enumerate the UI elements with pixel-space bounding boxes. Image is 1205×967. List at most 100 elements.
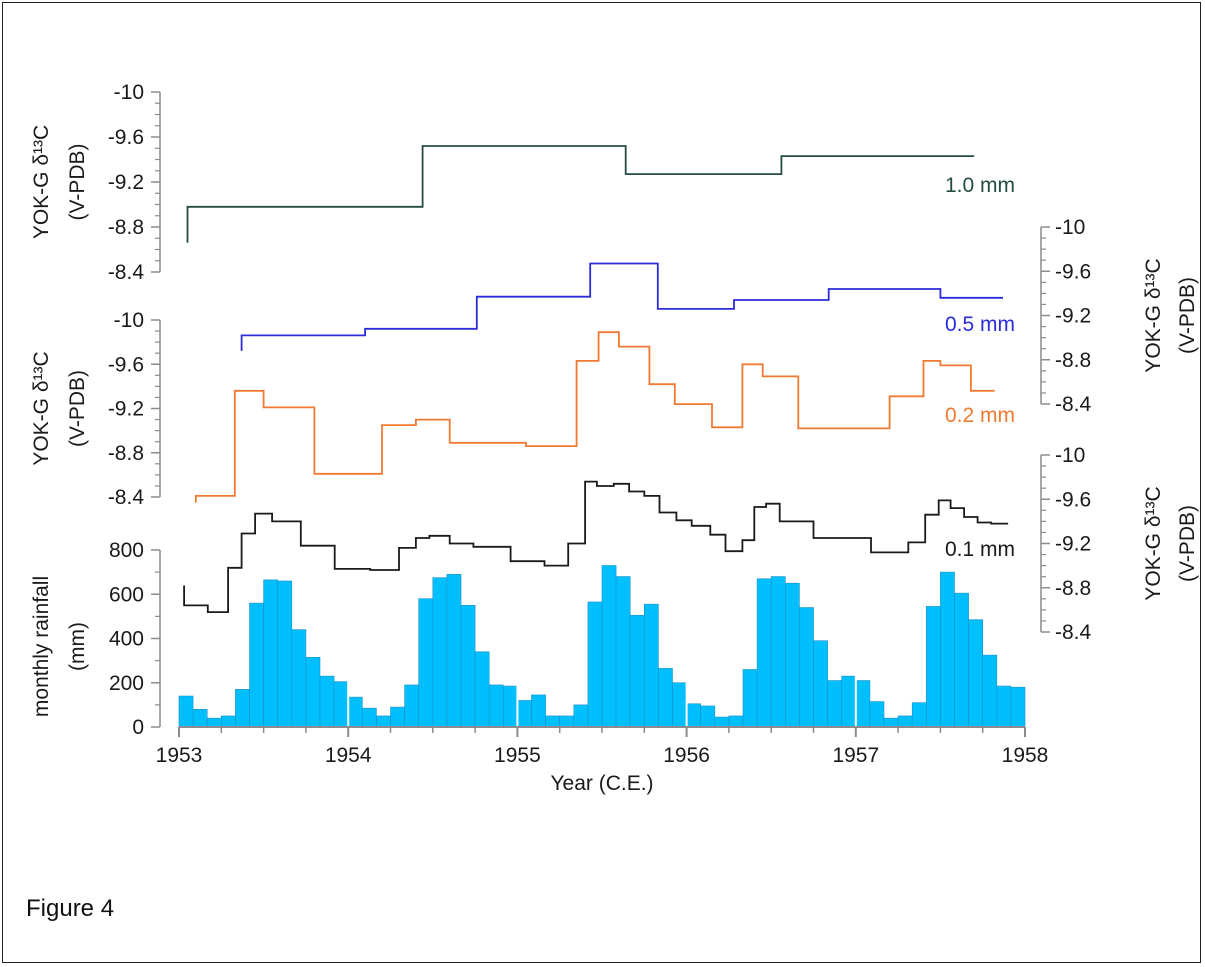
rainfall-bar [573, 704, 589, 728]
rainfall-bar [728, 715, 744, 728]
figure-caption: Figure 4 [26, 895, 115, 922]
series-label: 0.2 mm [945, 404, 1015, 427]
rainfall-bar [996, 685, 1012, 728]
d13c-tick-label: -10 [114, 81, 144, 104]
rainfall-bar [672, 682, 687, 728]
d13c-tick-label: -9.6 [108, 126, 144, 149]
rainfall-bar [883, 717, 899, 728]
series-line-0-5-mm [240, 262, 1003, 351]
rainfall-axis-title: monthly rainfall [30, 576, 53, 717]
rainfall-bar [940, 571, 955, 728]
x-tick-label: 1953 [156, 744, 203, 767]
rainfall-bar [305, 657, 321, 728]
rainfall-bar [474, 651, 490, 728]
series-label: 1.0 mm [945, 174, 1015, 197]
series-line-1-0-mm [186, 145, 975, 243]
d13c-tick-label: -9.2 [1055, 305, 1091, 328]
x-tick-label: 1955 [494, 744, 541, 767]
rainfall-bar [629, 614, 645, 728]
rainfall-bar [813, 640, 828, 728]
rainfall-bar [911, 702, 927, 728]
rainfall-bar [376, 715, 391, 728]
rainfall-tick-label: 800 [109, 539, 144, 562]
rainfall-bar [559, 715, 575, 728]
rainfall-bar [263, 579, 279, 728]
rainfall-bar [756, 578, 772, 728]
rainfall-bar [319, 675, 335, 728]
rainfall-bar [390, 706, 405, 728]
rainfall-bar [686, 703, 701, 728]
rainfall-tick-label: 400 [109, 628, 144, 651]
d13c-tick-label: -9.2 [108, 398, 144, 421]
d13c-axis-title: YOK-G δ¹³C [1142, 258, 1165, 372]
d13c-tick-label: -9.2 [108, 171, 144, 194]
rainfall-bar [968, 619, 983, 728]
d13c-tick-label: -9.6 [1055, 488, 1091, 511]
rainfall-bar [488, 684, 504, 728]
d13c-axis-title: YOK-G δ¹³C [30, 351, 53, 465]
d13c-tick-label: -8.4 [1055, 393, 1092, 416]
d13c-tick-label: -8.4 [1055, 621, 1092, 644]
x-tick-label: 1954 [325, 744, 372, 767]
rainfall-bar [615, 576, 631, 728]
rainfall-bar [206, 717, 222, 728]
rainfall-bar [897, 715, 913, 728]
rainfall-bar [742, 669, 758, 728]
d13c-axis-unit: (V-PDB) [1176, 277, 1199, 354]
rainfall-bar [221, 715, 236, 728]
rainfall-bar [178, 695, 194, 728]
rainfall-bar [192, 708, 208, 728]
d13c-axis-title: YOK-G δ¹³C [1142, 486, 1165, 600]
series-label: 0.1 mm [945, 538, 1015, 561]
rainfall-bar [277, 580, 293, 728]
rainfall-bar [235, 689, 250, 728]
d13c-tick-label: -8.8 [108, 216, 144, 239]
rainfall-bar [333, 681, 349, 728]
rainfall-bar [418, 598, 434, 728]
series-label: 0.5 mm [945, 313, 1015, 336]
rainfall-bar [291, 629, 307, 728]
rainfall-bar [855, 680, 871, 728]
rainfall-bar [869, 701, 885, 728]
rainfall-bar [460, 605, 476, 728]
d13c-tick-label: -9.6 [108, 353, 144, 376]
x-tick-label: 1957 [832, 744, 879, 767]
rainfall-bar [954, 592, 969, 728]
d13c-axis-unit: (V-PDB) [66, 370, 89, 447]
rainfall-bar [249, 602, 264, 728]
d13c-tick-label: -10 [1055, 216, 1085, 239]
rainfall-bar [643, 603, 659, 728]
d13c-tick-label: -10 [114, 309, 144, 332]
rainfall-bar [784, 582, 800, 728]
d13c-tick-label: -10 [1055, 444, 1085, 467]
rainfall-bar [361, 707, 377, 728]
rainfall-bar [714, 716, 730, 728]
d13c-tick-label: -8.8 [1055, 349, 1091, 372]
x-axis-title: Year (C.E.) [550, 772, 653, 795]
d13c-axis-unit: (V-PDB) [1176, 505, 1199, 582]
rainfall-bar [982, 654, 998, 728]
rainfall-bar [770, 576, 786, 728]
rainfall-bar [827, 680, 842, 728]
x-tick-label: 1958 [1002, 744, 1049, 767]
rainfall-bar [404, 684, 420, 728]
rainfall-bar [432, 577, 448, 728]
d13c-tick-label: -9.6 [1055, 260, 1091, 283]
rainfall-bar [502, 685, 518, 728]
rainfall-bar [601, 565, 617, 728]
rainfall-bar [925, 606, 941, 728]
rainfall-bar [799, 607, 814, 728]
x-tick-label: 1956 [663, 744, 710, 767]
series-line-0-2-mm [194, 331, 995, 503]
rainfall-bar [517, 700, 532, 728]
d13c-tick-label: -8.8 [108, 442, 144, 465]
d13c-tick-label: -8.8 [1055, 577, 1091, 600]
rainfall-tick-label: 600 [109, 583, 144, 606]
series-line-0-1-mm [183, 480, 1009, 613]
d13c-axis-unit: (V-PDB) [66, 143, 89, 220]
rainfall-bar [841, 675, 857, 728]
d13c-tick-label: -8.4 [108, 261, 145, 284]
rainfall-bar [658, 668, 673, 728]
rainfall-bar [1010, 686, 1026, 728]
